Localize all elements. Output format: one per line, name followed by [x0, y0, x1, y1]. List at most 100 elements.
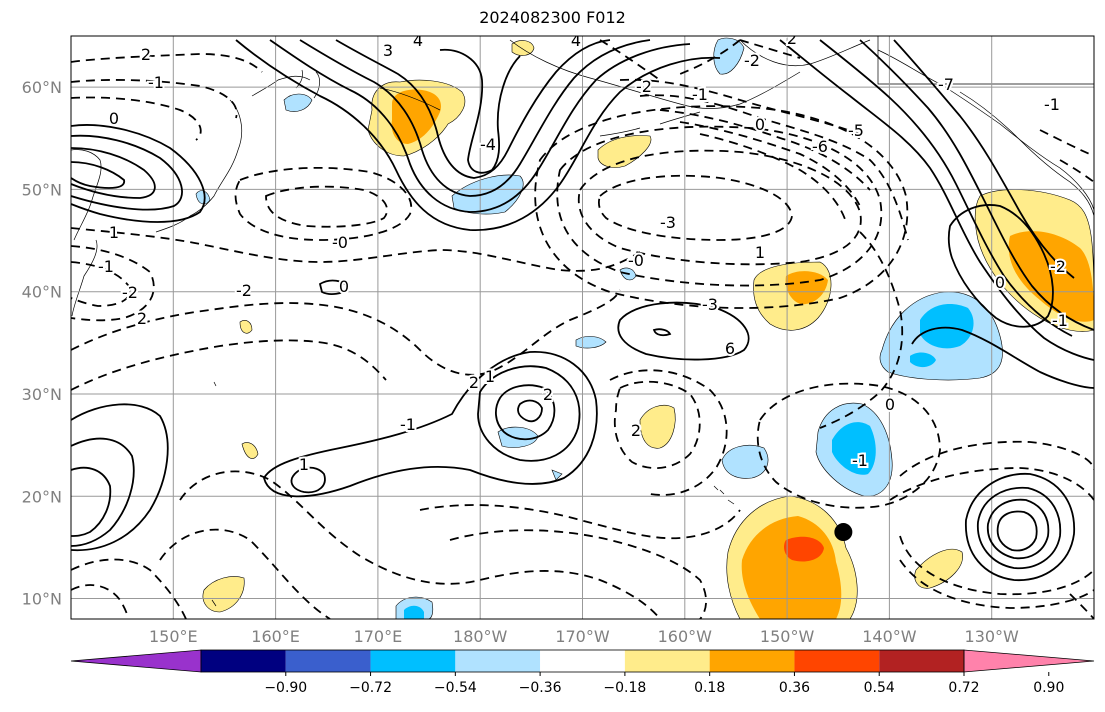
longitude-tick-labels: 150°E 160°E 170°E 180°W 170°W 160°W 150°W 140°W… [149, 627, 1019, 646]
contour-line [71, 403, 169, 552]
contour-line [619, 78, 861, 135]
positive-anomaly-patch [639, 405, 676, 449]
positive-anomaly-patch [391, 89, 442, 144]
contour-line [699, 133, 847, 223]
negative-anomaly-patch [721, 445, 769, 479]
colorbar-outline [200, 649, 965, 673]
contour-line [947, 204, 1054, 328]
contour-label: 3 [383, 41, 393, 60]
lat-tick-label: 50°N [22, 180, 62, 199]
negative-anomaly-patch [920, 304, 974, 349]
contour-line [71, 289, 621, 376]
negative-anomaly-patch [497, 426, 539, 448]
solid-contours [71, 39, 1094, 581]
contour-line [899, 559, 1094, 609]
colorbar-extend-low [70, 649, 202, 673]
contour-line [179, 470, 661, 619]
contour-label: -1 [400, 415, 416, 434]
positive-anomaly-patch [597, 135, 652, 168]
contour-line [290, 466, 326, 494]
colorbar-segment [285, 650, 371, 672]
lon-tick-label: 160°E [251, 627, 300, 646]
contour-line [71, 134, 183, 211]
contour-line [859, 39, 1094, 331]
contour-line [639, 94, 909, 241]
colorbar-tick-label: −0.54 [434, 680, 477, 696]
contour-label: -1 [1052, 311, 1068, 330]
colorbar-segment [624, 650, 710, 672]
contour-layer [71, 39, 1094, 619]
contour-label: 2 [141, 45, 151, 64]
contour-line [889, 467, 1094, 501]
coastline-islands [211, 69, 320, 607]
contour-line [517, 399, 543, 423]
positive-anomaly-patch [785, 271, 828, 305]
contour-line [652, 328, 672, 337]
colorbar-segment [879, 650, 964, 672]
contour-line [1069, 593, 1094, 619]
contour-label: 1 [755, 243, 765, 262]
contour-line [71, 79, 238, 119]
colorbar: −0.90 −0.72 −0.54 −0.36 −0.18 0.18 0.36 0.54 0.7… [70, 649, 1095, 696]
lat-tick-label: 60°N [22, 78, 62, 97]
contour-label: -1 [692, 85, 708, 104]
contour-line [235, 39, 721, 231]
negative-anomaly-patch [195, 190, 211, 205]
contour-label: 4 [571, 31, 581, 50]
contour-line [659, 109, 871, 191]
lon-tick-label: 170°W [555, 627, 610, 646]
negative-anomaly-patch [832, 422, 876, 475]
positive-anomaly-patch [511, 40, 535, 56]
colorbar-tick-label: 0.18 [694, 680, 725, 696]
colorbar-segment [455, 650, 541, 672]
contour-line [556, 125, 883, 287]
contour-line [899, 535, 1094, 596]
colorbar-segment [794, 650, 880, 672]
contour-label: -2 [744, 51, 760, 70]
map-title: 2024082300 F012 [479, 8, 626, 27]
coastline-bc-coast [959, 91, 1094, 217]
contour-line [819, 39, 1073, 337]
contour-line [449, 529, 707, 619]
contour-line [71, 584, 129, 619]
contour-label: -3 [660, 213, 676, 232]
positive-anomaly-patch [784, 536, 824, 562]
contour-label: -3 [702, 295, 718, 314]
coastline-hawaii [713, 485, 735, 505]
contour-label: -2 [236, 281, 252, 300]
contour-label: -7 [938, 75, 954, 94]
positive-anomaly-patch [239, 320, 253, 334]
positive-anomaly-patch [202, 576, 245, 613]
contour-label: -1 [98, 257, 114, 276]
contour-line [1059, 159, 1094, 183]
contour-label: -4 [480, 135, 496, 154]
contour-line [534, 105, 909, 309]
contour-label: -1 [1044, 95, 1060, 114]
contour-label: -2 [636, 77, 652, 96]
contour-label: -2 [122, 283, 138, 302]
positive-anomaly-patch [241, 442, 259, 459]
lat-tick-label: 40°N [22, 283, 62, 302]
colorbar-tick-label: −0.90 [264, 680, 307, 696]
negative-anomaly-patch [910, 352, 936, 368]
contour-line [71, 339, 387, 391]
colorbar-segment [709, 650, 795, 672]
contour-line [71, 437, 135, 547]
contour-line [598, 174, 793, 241]
lon-tick-label: 180°W [453, 627, 508, 646]
colorbar-tick-label: 0.90 [1033, 680, 1064, 696]
contour-line [71, 53, 263, 73]
contour-label: 1 [299, 455, 309, 474]
contour-label: 0 [885, 395, 895, 414]
contour-label: -2 [1050, 257, 1066, 276]
contour-line [71, 161, 125, 189]
contour-line [269, 39, 691, 213]
contour-line [996, 510, 1038, 552]
contour-line [71, 147, 156, 199]
contour-labels: 2-10-234-4-31-0-221-10-0-364-22-2-10-6-7… [96, 31, 1070, 476]
contour-label: -1 [852, 451, 868, 470]
contour-label: 0 [339, 277, 349, 296]
contour-line [263, 351, 598, 498]
contour-line [599, 39, 661, 81]
